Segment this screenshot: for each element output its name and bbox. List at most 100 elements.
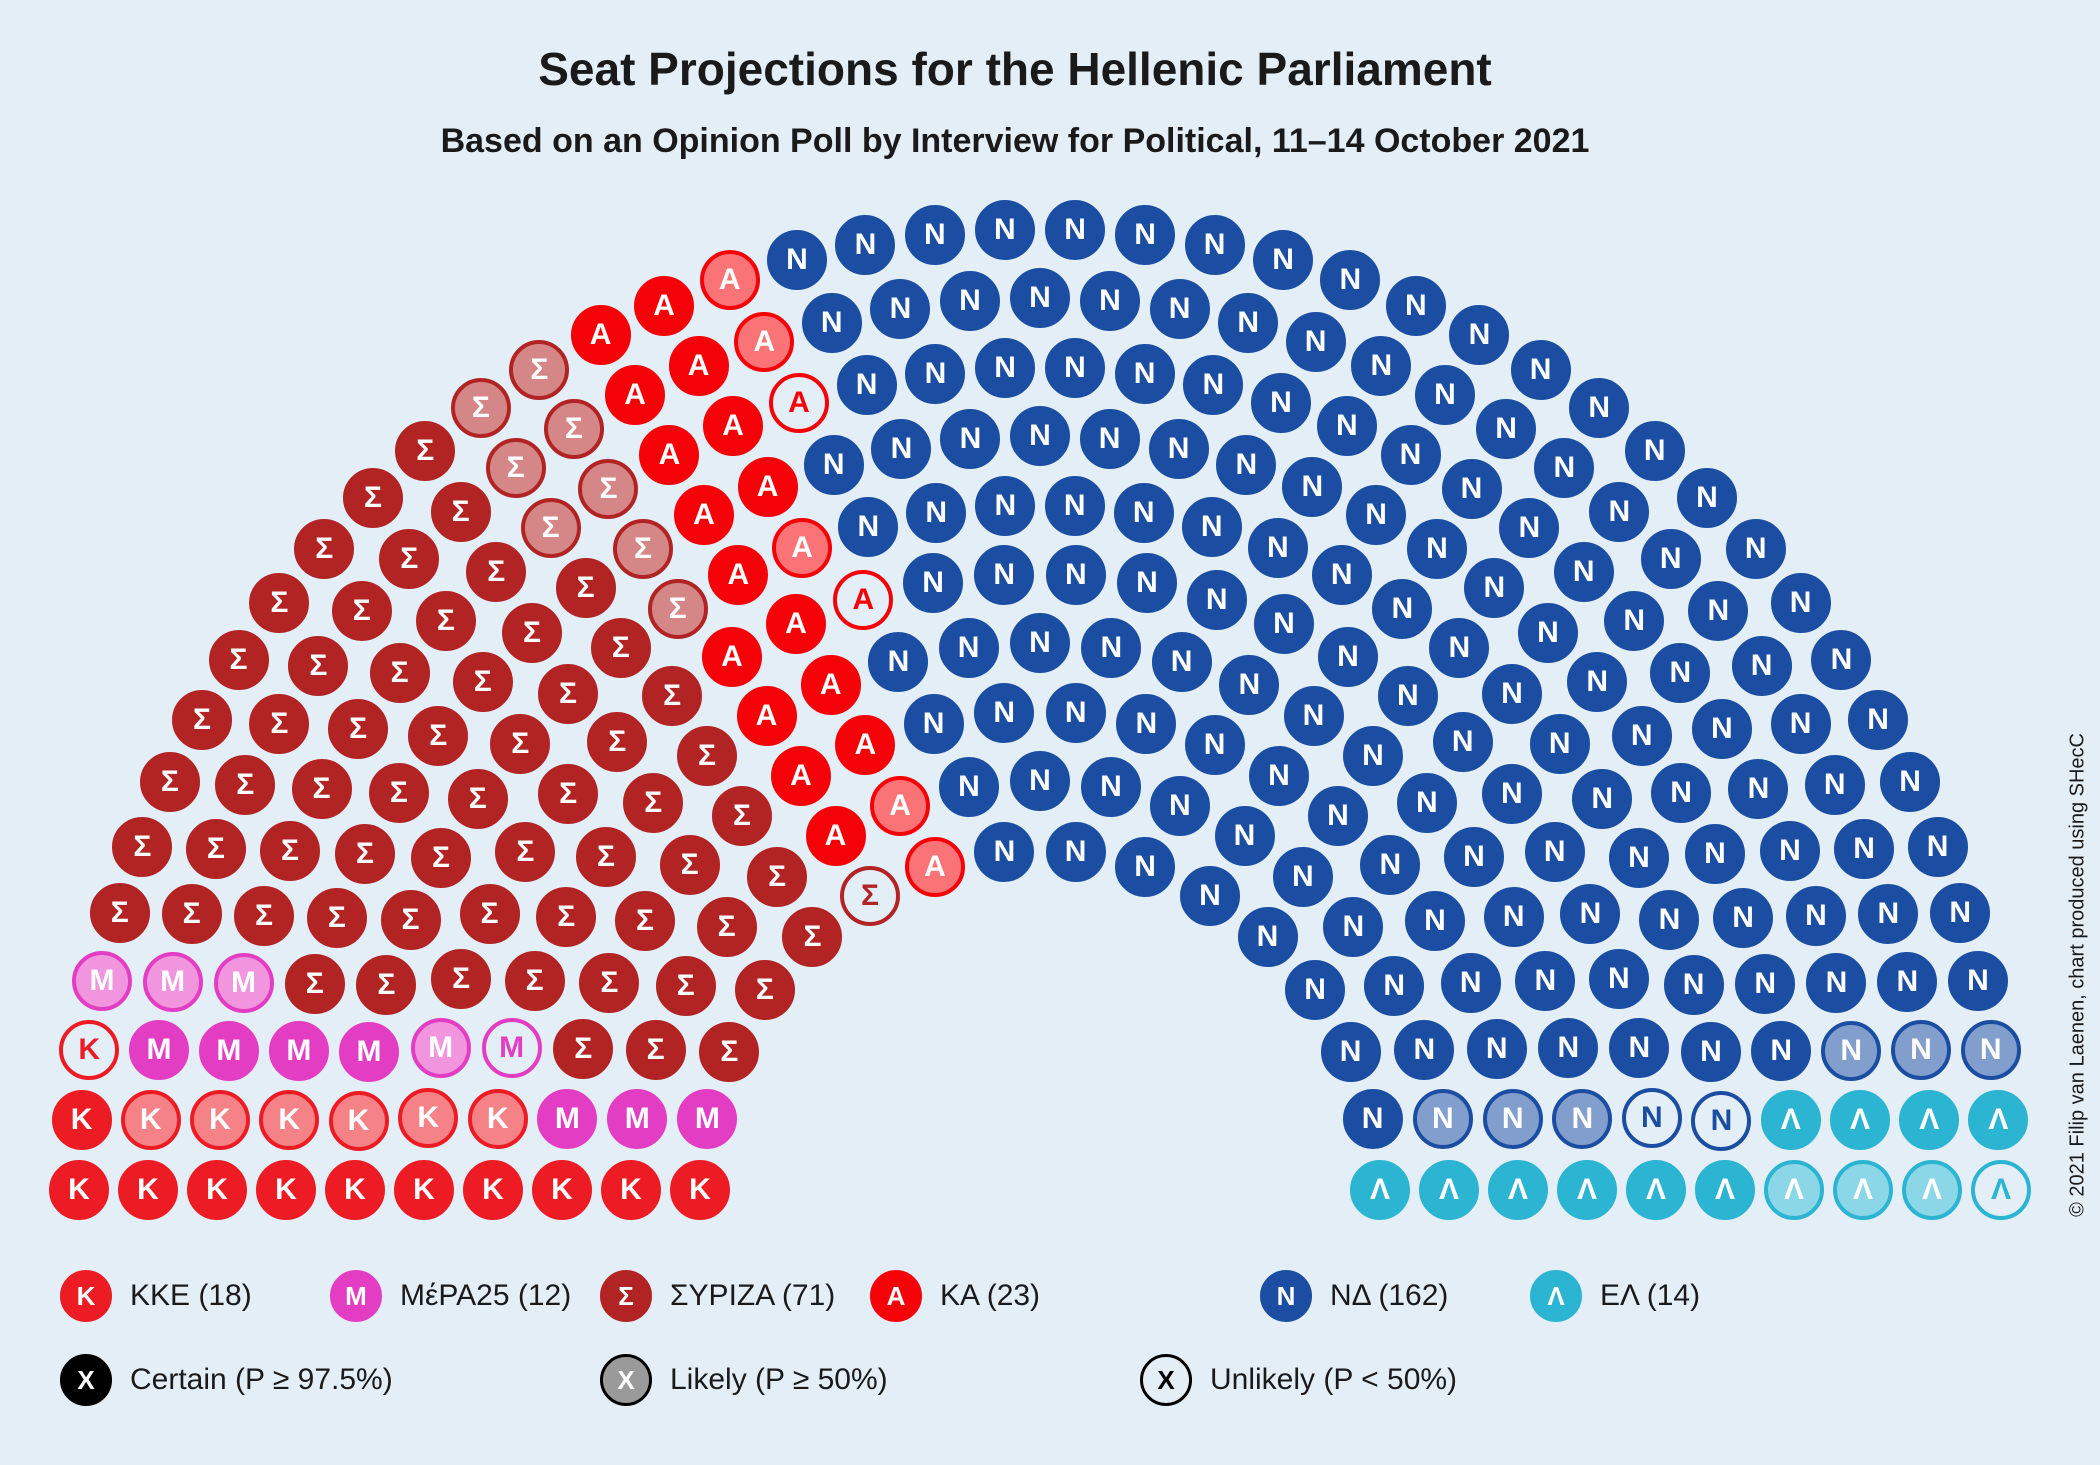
seat-syriza: Σ	[292, 759, 352, 819]
seat-syriza: Σ	[162, 884, 222, 944]
seat-letter: N	[1629, 1033, 1651, 1063]
seat-nd: N	[1323, 897, 1383, 957]
seat-syriza: Σ	[840, 866, 900, 926]
seat-nd: N	[870, 279, 930, 339]
legend-confidence-certain: XCertain (P ≥ 97.5%)	[60, 1354, 600, 1406]
seat-letter: A	[659, 440, 681, 470]
seat-letter: N	[1136, 709, 1158, 739]
seat-nd: N	[1182, 497, 1242, 557]
seat-syriza: Σ	[642, 666, 702, 726]
seat-letter: Σ	[861, 881, 879, 911]
seat-letter: N	[1331, 560, 1353, 590]
seat-letter: N	[925, 498, 947, 528]
seat-letter: N	[1292, 862, 1314, 892]
seat-nd: N	[1877, 952, 1937, 1012]
seat-mera25: M	[607, 1089, 667, 1149]
seat-letter: N	[1304, 975, 1326, 1005]
seat-letter: M	[160, 967, 185, 997]
seat-letter: N	[1206, 585, 1228, 615]
seat-syriza: Σ	[285, 954, 345, 1014]
seat-letter: M	[625, 1104, 650, 1134]
seat-letter: Σ	[677, 971, 695, 1001]
seat-letter: Σ	[487, 557, 505, 587]
seat-ka: A	[801, 655, 861, 715]
seat-letter: N	[1065, 560, 1087, 590]
seat-nd: N	[1185, 215, 1245, 275]
seat-letter: N	[1751, 651, 1773, 681]
seat-letter: N	[856, 370, 878, 400]
seat-ka: A	[833, 570, 893, 630]
seat-nd: N	[1569, 378, 1629, 438]
seat-syriza: Σ	[307, 888, 367, 948]
seat-letter: N	[1339, 265, 1361, 295]
seat-letter: Σ	[306, 969, 324, 999]
seat-letter: N	[1383, 971, 1405, 1001]
seat-letter: N	[1899, 767, 1921, 797]
seat-letter: Λ	[1781, 1105, 1801, 1135]
legend-badge-icon: M	[330, 1270, 382, 1322]
seat-letter: Σ	[312, 774, 330, 804]
seat-mera25: M	[143, 952, 203, 1012]
seat-letter: N	[924, 220, 946, 250]
seat-syriza: Σ	[249, 694, 309, 754]
seat-nd: N	[1948, 951, 2008, 1011]
seat-letter: N	[1754, 969, 1776, 999]
seat-letter: K	[487, 1104, 509, 1134]
legend-badge-icon: N	[1260, 1270, 1312, 1322]
seat-nd: N	[1405, 891, 1465, 951]
seat-nd: N	[1219, 655, 1279, 715]
seat-letter: N	[994, 837, 1016, 867]
seat-letter: N	[1486, 1034, 1508, 1064]
seat-nd: N	[1858, 884, 1918, 944]
seat-letter: N	[960, 424, 982, 454]
seat-letter: N	[1201, 512, 1223, 542]
seat-nd: N	[974, 822, 1034, 882]
seat-letter: N	[1460, 968, 1482, 998]
seat-syriza: Σ	[335, 824, 395, 884]
seat-nd: N	[939, 757, 999, 817]
seat-letter: N	[1558, 1033, 1580, 1063]
seat-letter: N	[1099, 424, 1121, 454]
page-subtitle: Based on an Opinion Poll by Interview fo…	[0, 122, 2030, 161]
seat-nd: N	[1282, 457, 1342, 517]
seat-letter: N	[1967, 966, 1989, 996]
seat-letter: N	[1362, 1104, 1384, 1134]
seat-nd: N	[1346, 485, 1406, 545]
seat-nd: N	[1891, 1020, 1951, 1080]
seat-letter: Σ	[559, 679, 577, 709]
seat-syriza: Σ	[332, 581, 392, 641]
seat-letter: N	[1669, 658, 1691, 688]
seat-nd: N	[1834, 819, 1894, 879]
seat-letter: K	[551, 1175, 573, 1205]
seat-nd: N	[1187, 570, 1247, 630]
seat-syriza: Σ	[578, 459, 638, 519]
seat-letter: N	[959, 286, 981, 316]
seat-kke: K	[59, 1020, 119, 1080]
seat-letter: N	[1530, 355, 1552, 385]
seat-el: Λ	[1968, 1090, 2028, 1150]
seat-letter: N	[1469, 320, 1491, 350]
seat-letter: Σ	[612, 633, 630, 663]
seat-nd: N	[1218, 293, 1278, 353]
seat-letter: N	[857, 512, 879, 542]
seat-letter: M	[499, 1033, 524, 1063]
seat-nd: N	[1444, 827, 1504, 887]
seat-kke: K	[463, 1160, 523, 1220]
seat-ka: A	[870, 776, 930, 836]
seat-letter: N	[1544, 837, 1566, 867]
seat-ka: A	[737, 686, 797, 746]
seat-nd: N	[1117, 553, 1177, 613]
seat-letter: Σ	[636, 906, 654, 936]
seat-nd: N	[1771, 694, 1831, 754]
seat-syriza: Σ	[249, 573, 309, 633]
seat-nd: N	[1518, 603, 1578, 663]
seat-nd: N	[974, 683, 1034, 743]
seat-letter: N	[1824, 770, 1846, 800]
seat-letter: A	[889, 791, 911, 821]
seat-kke: K	[398, 1088, 458, 1148]
seat-syriza: Σ	[112, 817, 172, 877]
seat-nd: N	[1150, 279, 1210, 339]
seat-letter: N	[1380, 850, 1402, 880]
seat-nd: N	[1433, 712, 1493, 772]
seat-letter: N	[1064, 491, 1086, 521]
